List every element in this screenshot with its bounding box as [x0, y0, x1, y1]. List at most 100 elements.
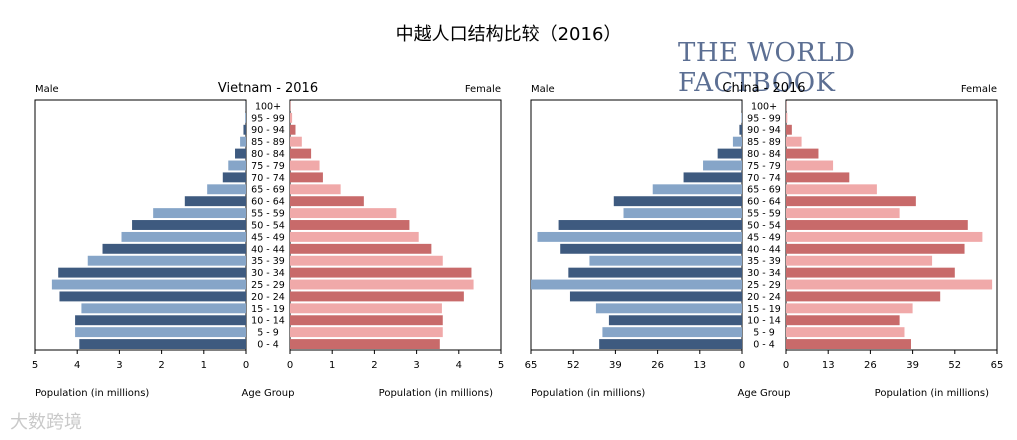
- china-male-bar: [569, 291, 742, 302]
- china-female-bar: [786, 160, 834, 171]
- china-age-label: 20 - 24: [747, 292, 781, 303]
- china-age-label: 55 - 59: [747, 209, 781, 220]
- vietnam-age-label: 65 - 69: [251, 185, 285, 196]
- factbook-logo: THE WORLD FACTBOOK: [678, 38, 856, 98]
- china-tick-label: 52: [567, 360, 580, 371]
- vietnam-male-bar: [222, 172, 246, 183]
- vietnam-female-bar: [290, 184, 341, 195]
- china-center-label: Age Group: [738, 388, 791, 399]
- vietnam-female-bar: [290, 315, 443, 326]
- china-tick-label: 65: [991, 360, 1004, 371]
- vietnam-age-label: 80 - 84: [251, 149, 285, 160]
- vietnam-female-bar: [290, 124, 296, 135]
- vietnam-male-bar: [59, 291, 247, 302]
- vietnam-chart-title: Vietnam - 2016: [218, 81, 318, 96]
- vietnam-age-label: 50 - 54: [251, 220, 285, 231]
- vietnam-tick-label: 0: [243, 360, 249, 371]
- china-tick-label: 39: [609, 360, 622, 371]
- china-male-bar: [741, 112, 742, 123]
- china-male-bar: [623, 208, 742, 219]
- china-female-bar: [786, 255, 933, 266]
- vietnam-male-bar: [207, 184, 246, 195]
- vietnam-male-bar: [81, 303, 246, 314]
- vietnam-male-bar: [132, 220, 246, 230]
- vietnam-age-label: 5 - 9: [257, 328, 279, 339]
- china-chart-title: China - 2016: [722, 81, 805, 96]
- vietnam-male-bar: [121, 231, 246, 242]
- china-female-bar: [786, 172, 850, 183]
- china-female-bar: [786, 124, 792, 135]
- china-age-label: 85 - 89: [747, 137, 781, 148]
- china-age-label: 80 - 84: [747, 149, 781, 160]
- china-female-bar: [786, 208, 900, 219]
- china-female-bar: [786, 184, 877, 195]
- china-female-bar: [786, 231, 983, 242]
- vietnam-tick-label: 2: [158, 360, 164, 371]
- china-tick-label: 0: [783, 360, 789, 371]
- vietnam-female-bar: [290, 196, 364, 207]
- vietnam-female-bar: [290, 279, 474, 290]
- china-male-bar: [599, 339, 742, 349]
- vietnam-age-label: 55 - 59: [251, 209, 285, 220]
- vietnam-tick-label: 4: [456, 360, 462, 371]
- china-female-bar: [786, 148, 819, 159]
- china-age-label: 95 - 99: [747, 113, 781, 124]
- china-male-bar: [568, 267, 742, 278]
- vietnam-female-bar: [290, 291, 464, 302]
- vietnam-female-bar: [290, 112, 293, 123]
- china-female-bar: [786, 303, 913, 314]
- china-male-bar: [589, 255, 742, 266]
- china-female-bar: [786, 112, 788, 123]
- vietnam-age-label: 100+: [255, 101, 281, 112]
- vietnam-male-bar: [240, 136, 246, 147]
- vietnam-female-bar: [290, 255, 443, 266]
- vietnam-male-bar: [51, 279, 246, 290]
- china-female-bar: [786, 339, 911, 349]
- vietnam-male-bar: [75, 315, 246, 326]
- vietnam-tick-label: 2: [371, 360, 377, 371]
- china-female-bar: [786, 220, 968, 230]
- china-female-bar: [786, 279, 993, 290]
- china-age-label: 70 - 74: [747, 173, 781, 184]
- vietnam-female-bar: [290, 327, 443, 338]
- china-female-bar: [786, 291, 941, 302]
- vietnam-tick-label: 4: [74, 360, 80, 371]
- china-female-bar: [786, 267, 955, 278]
- china-male-label: Male: [531, 84, 555, 95]
- china-age-label: 0 - 4: [753, 340, 775, 351]
- china-age-label: 90 - 94: [747, 125, 781, 136]
- china-tick-label: 52: [948, 360, 961, 371]
- china-tick-label: 0: [739, 360, 745, 371]
- china-female-bar: [786, 136, 802, 147]
- china-male-bar: [608, 315, 742, 326]
- china-age-label: 50 - 54: [747, 220, 781, 231]
- china-male-bar: [602, 327, 742, 338]
- vietnam-age-label: 25 - 29: [251, 280, 285, 291]
- vietnam-tick-label: 5: [498, 360, 504, 371]
- vietnam-male-bar: [75, 327, 246, 338]
- vietnam-male-bar: [235, 148, 246, 159]
- vietnam-female-bar: [290, 231, 419, 242]
- china-age-label: 10 - 14: [747, 316, 781, 327]
- vietnam-age-label: 20 - 24: [251, 292, 285, 303]
- china-tick-label: 13: [693, 360, 706, 371]
- vietnam-female-bar: [290, 160, 320, 171]
- china-age-label: 40 - 44: [747, 244, 781, 255]
- vietnam-female-bar: [290, 339, 440, 349]
- vietnam-female-bar: [290, 136, 302, 147]
- vietnam-age-label: 85 - 89: [251, 137, 285, 148]
- vietnam-age-label: 10 - 14: [251, 316, 285, 327]
- china-male-bar: [560, 243, 742, 254]
- vietnam-age-label: 95 - 99: [251, 113, 285, 124]
- vietnam-age-label: 45 - 49: [251, 232, 285, 243]
- vietnam-center-label: Age Group: [242, 388, 295, 399]
- vietnam-female-bar: [290, 148, 312, 159]
- china-male-bar: [732, 136, 742, 147]
- china-age-label: 5 - 9: [753, 328, 775, 339]
- china-tick-label: 26: [651, 360, 664, 371]
- vietnam-female-bar: [290, 172, 323, 183]
- china-age-label: 25 - 29: [747, 280, 781, 291]
- china-male-bar: [613, 196, 742, 207]
- china-xlabel-right: Population (in millions): [875, 388, 989, 399]
- vietnam-female-bar: [290, 243, 432, 254]
